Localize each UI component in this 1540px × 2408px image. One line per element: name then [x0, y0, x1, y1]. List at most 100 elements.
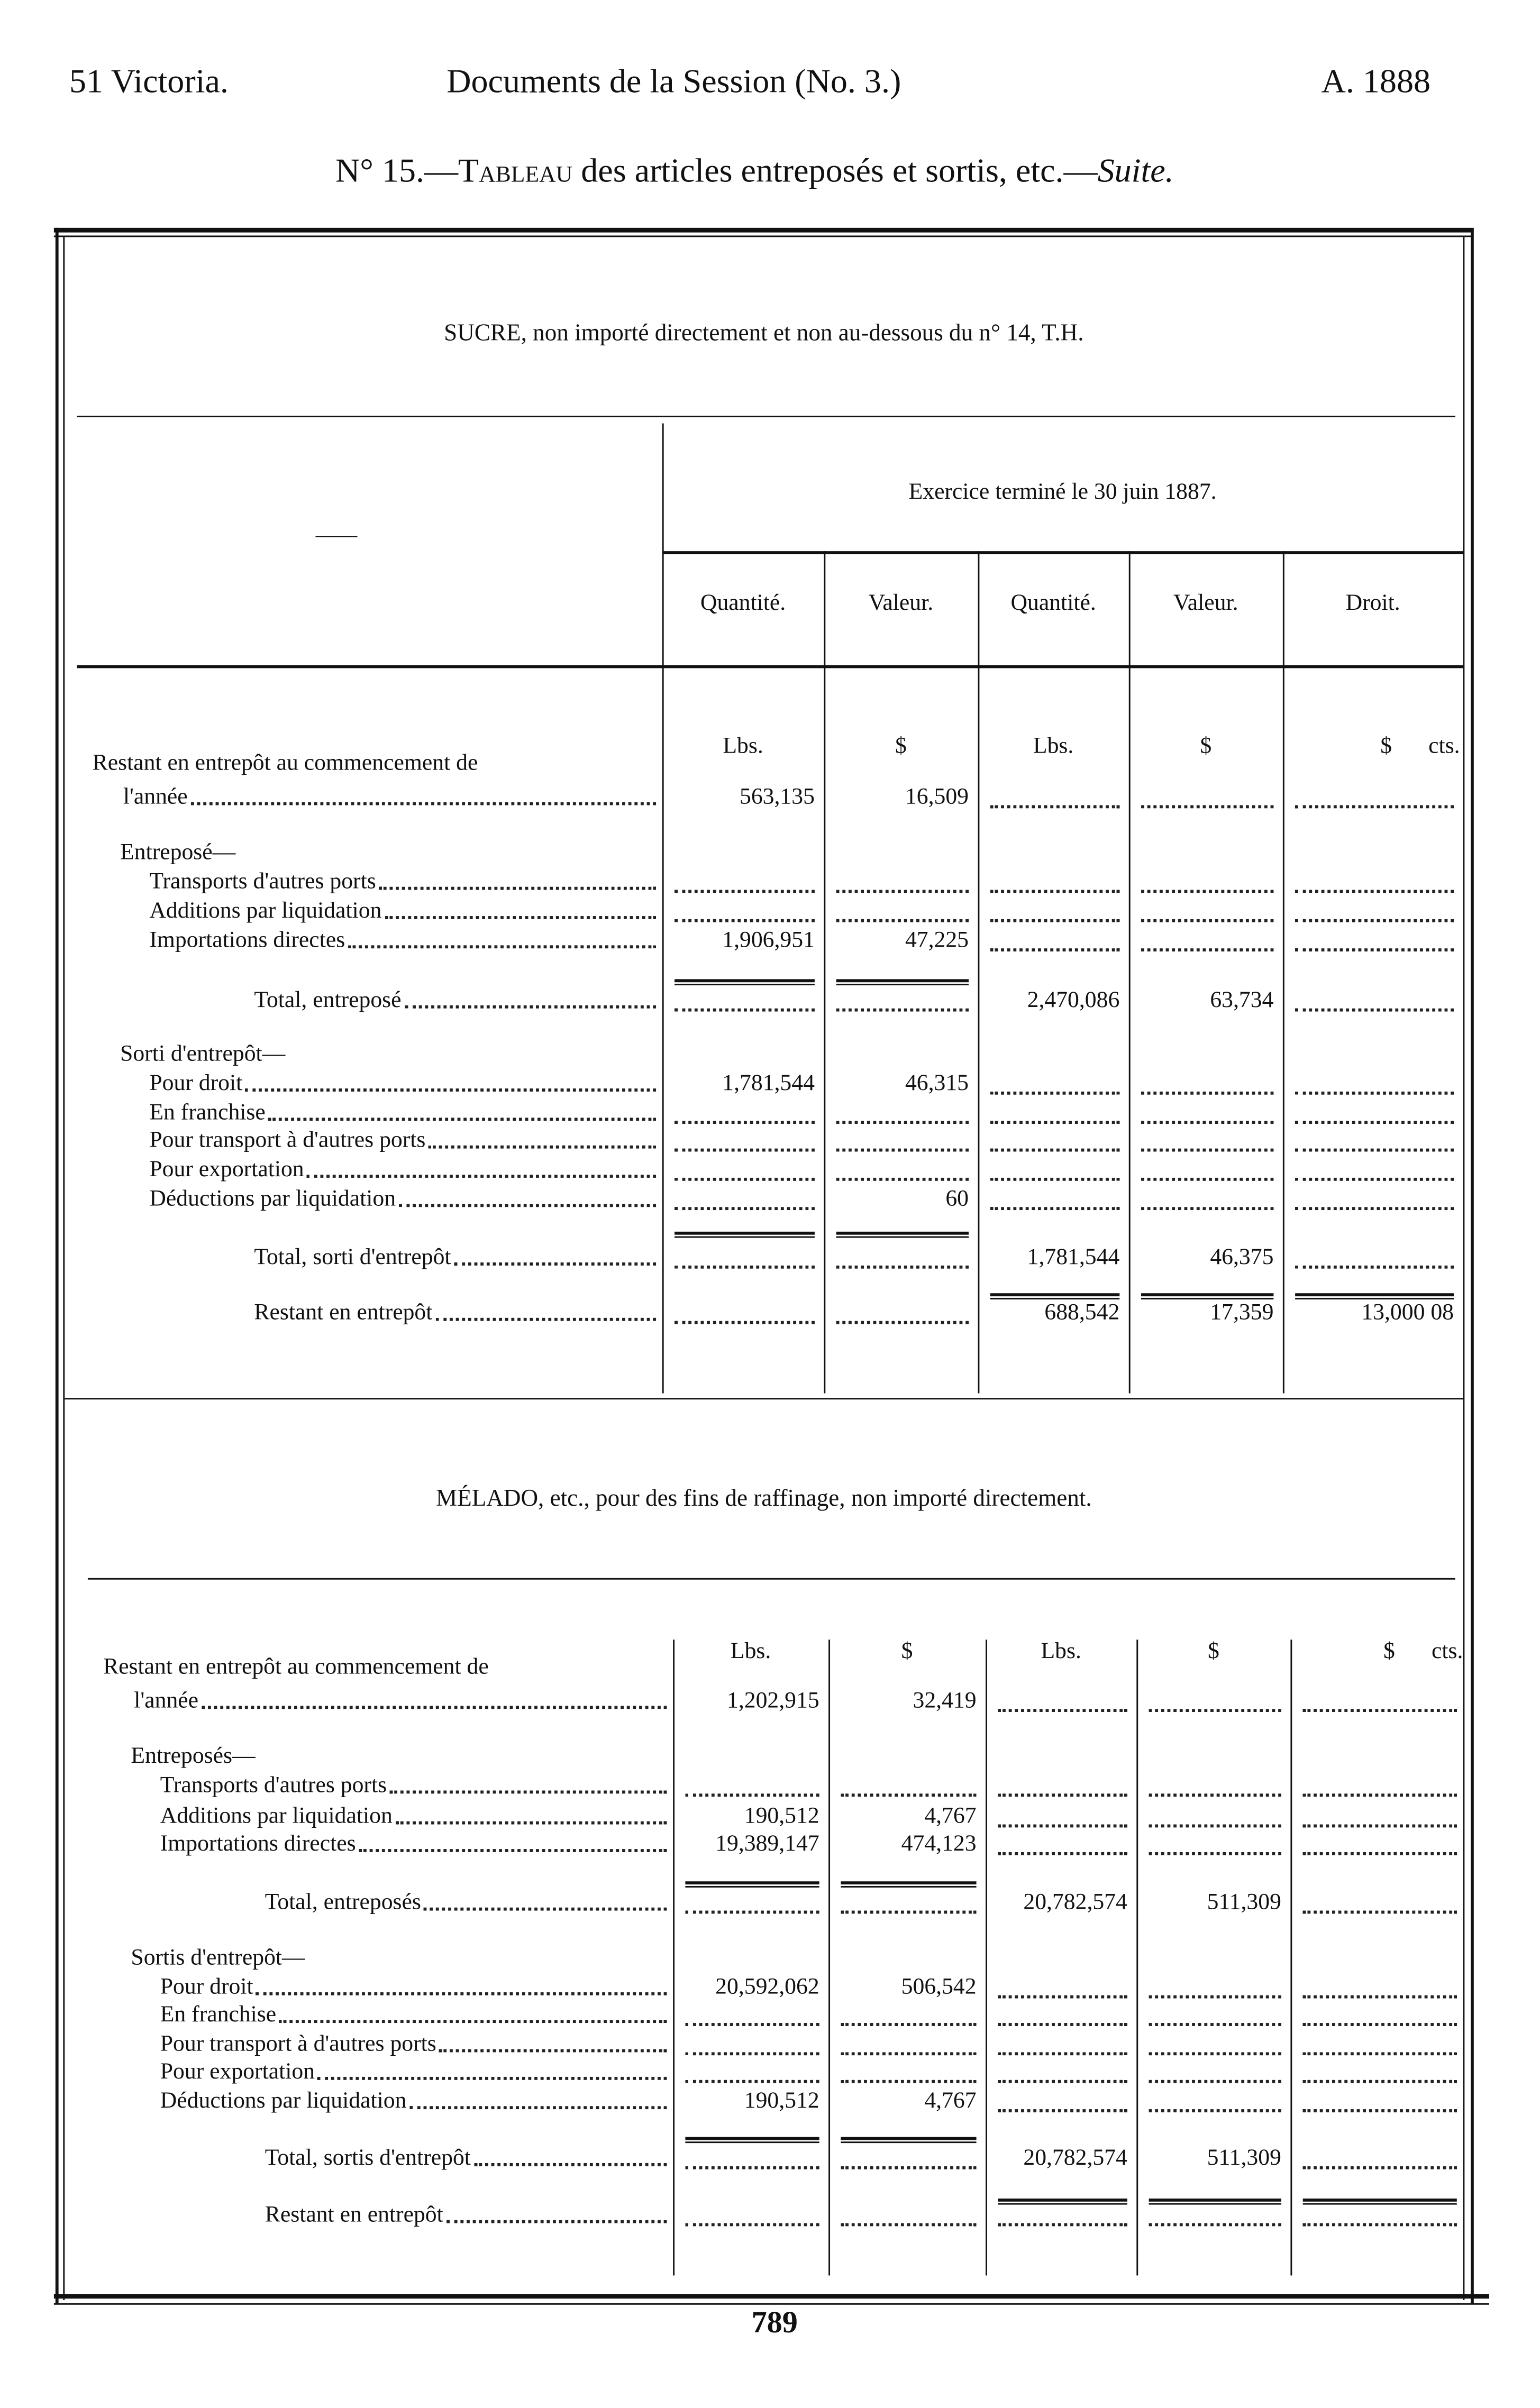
- running-head-right: A. 1888: [1321, 61, 1431, 100]
- empty-cell-dots: [1302, 1709, 1457, 1713]
- empty-cell-dots: [685, 2023, 819, 2026]
- row-label-text: Sorti d'entrepôt—: [120, 1042, 286, 1067]
- empty-cell-dots: [1149, 2223, 1281, 2227]
- dot-leader: [379, 886, 657, 890]
- dot-leader: [398, 1204, 657, 1207]
- empty-cell-dots: [1302, 2080, 1457, 2083]
- column-divider: [828, 1640, 831, 2276]
- table-cell: 17,359: [1210, 1301, 1274, 1326]
- page-number: 789: [751, 2306, 798, 2340]
- column-divider: [986, 1640, 988, 2276]
- title-text: des articles entreposés et sortis, etc.—: [572, 151, 1098, 190]
- dot-leader: [429, 1145, 657, 1149]
- row-label: Additions par liquidation: [160, 1805, 670, 1830]
- row-label: Importations directes: [160, 1832, 670, 1858]
- dot-leader: [359, 1849, 667, 1852]
- empty-cell-dots: [998, 2109, 1127, 2112]
- row-label-text: Entreposés—: [131, 1744, 256, 1769]
- empty-cell-dots: [836, 1177, 969, 1181]
- row-label: Importations directes: [149, 928, 659, 954]
- empty-cell-dots: [1295, 1008, 1454, 1012]
- empty-cell-dots: [1141, 1177, 1274, 1181]
- dot-leader: [439, 2049, 667, 2053]
- table-cell: 16,509: [905, 785, 969, 810]
- empty-cell-dots: [1302, 2023, 1457, 2026]
- empty-cell-dots: [675, 1265, 815, 1269]
- table-cell: 46,315: [905, 1072, 969, 1096]
- row-label-text: Déductions par liquidation: [160, 2089, 407, 2114]
- total-rule: [998, 2198, 1127, 2205]
- unit-label: $ cts.: [1380, 734, 1460, 759]
- column-divider: [978, 551, 980, 1394]
- column-divider: [1282, 551, 1285, 1394]
- empty-cell-dots: [1302, 2109, 1457, 2112]
- row-label-text: En franchise: [160, 2003, 277, 2028]
- total-rule: [836, 979, 969, 986]
- row-label-text: Total, sortis d'entrepôt: [265, 2146, 471, 2171]
- empty-cell-dots: [675, 1121, 815, 1124]
- running-head-left: 51 Victoria.: [69, 61, 229, 100]
- title-suite: Suite.: [1097, 151, 1174, 190]
- empty-cell-dots: [685, 1793, 819, 1797]
- column-header-2: Quantité.: [1010, 591, 1096, 616]
- frame-left: [55, 227, 59, 2303]
- section-title-0: SUCRE, non importé directement et non au…: [444, 320, 1084, 346]
- empty-cell-dots: [1141, 805, 1274, 809]
- empty-cell-dots: [998, 1709, 1127, 1713]
- table-cell: 506,542: [901, 1975, 977, 2000]
- row-label-text: Total, sorti d'entrepôt: [254, 1245, 451, 1270]
- unit-label: $: [1207, 1640, 1219, 1664]
- row-label: Total, sortis d'entrepôt: [265, 2146, 670, 2172]
- empty-cell-dots: [998, 1852, 1127, 1855]
- empty-cell-dots: [990, 1207, 1120, 1211]
- empty-cell-dots: [1141, 948, 1274, 951]
- column-divider: [1128, 551, 1131, 1394]
- table-cell: 32,419: [913, 1689, 977, 1714]
- empty-cell-dots: [1149, 1709, 1281, 1713]
- empty-cell-dots: [841, 1910, 977, 1914]
- empty-cell-dots: [1302, 1852, 1457, 1855]
- row-label: Déductions par liquidation: [160, 2089, 670, 2115]
- dot-leader: [279, 2020, 667, 2024]
- row-label: Entreposés—: [131, 1744, 670, 1770]
- total-rule: [841, 2137, 977, 2144]
- total-rule: [841, 1881, 977, 1888]
- empty-cell-dots: [1295, 948, 1454, 951]
- empty-cell-dots: [1302, 1910, 1457, 1914]
- dot-leader: [473, 2163, 667, 2166]
- table-cell: 63,734: [1210, 988, 1274, 1013]
- dot-leader: [190, 802, 657, 805]
- empty-cell-dots: [836, 1265, 969, 1269]
- total-rule: [836, 1231, 969, 1238]
- unit-label: $: [895, 734, 907, 759]
- unit-label: Lbs.: [730, 1640, 771, 1664]
- table-cell: 19,389,147: [715, 1832, 819, 1857]
- frame-bottom: [53, 2294, 1489, 2299]
- empty-cell-dots: [1141, 1091, 1274, 1095]
- empty-cell-dots: [990, 919, 1120, 922]
- dot-leader: [348, 945, 657, 949]
- unit-label: Lbs.: [1033, 734, 1074, 759]
- row-label-text: Déductions par liquidation: [149, 1187, 396, 1212]
- table-cell: 60: [945, 1187, 969, 1212]
- row-label: En franchise: [149, 1101, 659, 1127]
- total-rule: [990, 1293, 1120, 1299]
- section-rule: [77, 415, 1455, 418]
- empty-cell-dots: [1295, 919, 1454, 922]
- exercise-header: Exercice terminé le 30 juin 1887.: [908, 480, 1217, 505]
- table-cell: 20,592,062: [715, 1975, 819, 2000]
- empty-cell-dots: [685, 2166, 819, 2169]
- row-label: Entreposé—: [120, 840, 659, 866]
- table-cell: 1,781,544: [1027, 1245, 1120, 1270]
- empty-cell-dots: [1149, 2052, 1281, 2056]
- row-label-text: Total, entreposé: [254, 988, 402, 1013]
- empty-cell-dots: [1149, 2023, 1281, 2026]
- row-label: Total, sorti d'entrepôt: [254, 1246, 659, 1271]
- empty-cell-dots: [1149, 1852, 1281, 1855]
- dot-leader: [389, 1790, 667, 1794]
- row-label-text: Pour transport à d'autres ports: [149, 1128, 426, 1153]
- empty-cell-dots: [841, 1793, 977, 1797]
- empty-cell-dots: [998, 2223, 1127, 2227]
- empty-cell-dots: [990, 948, 1120, 951]
- empty-cell-dots: [1302, 2223, 1457, 2227]
